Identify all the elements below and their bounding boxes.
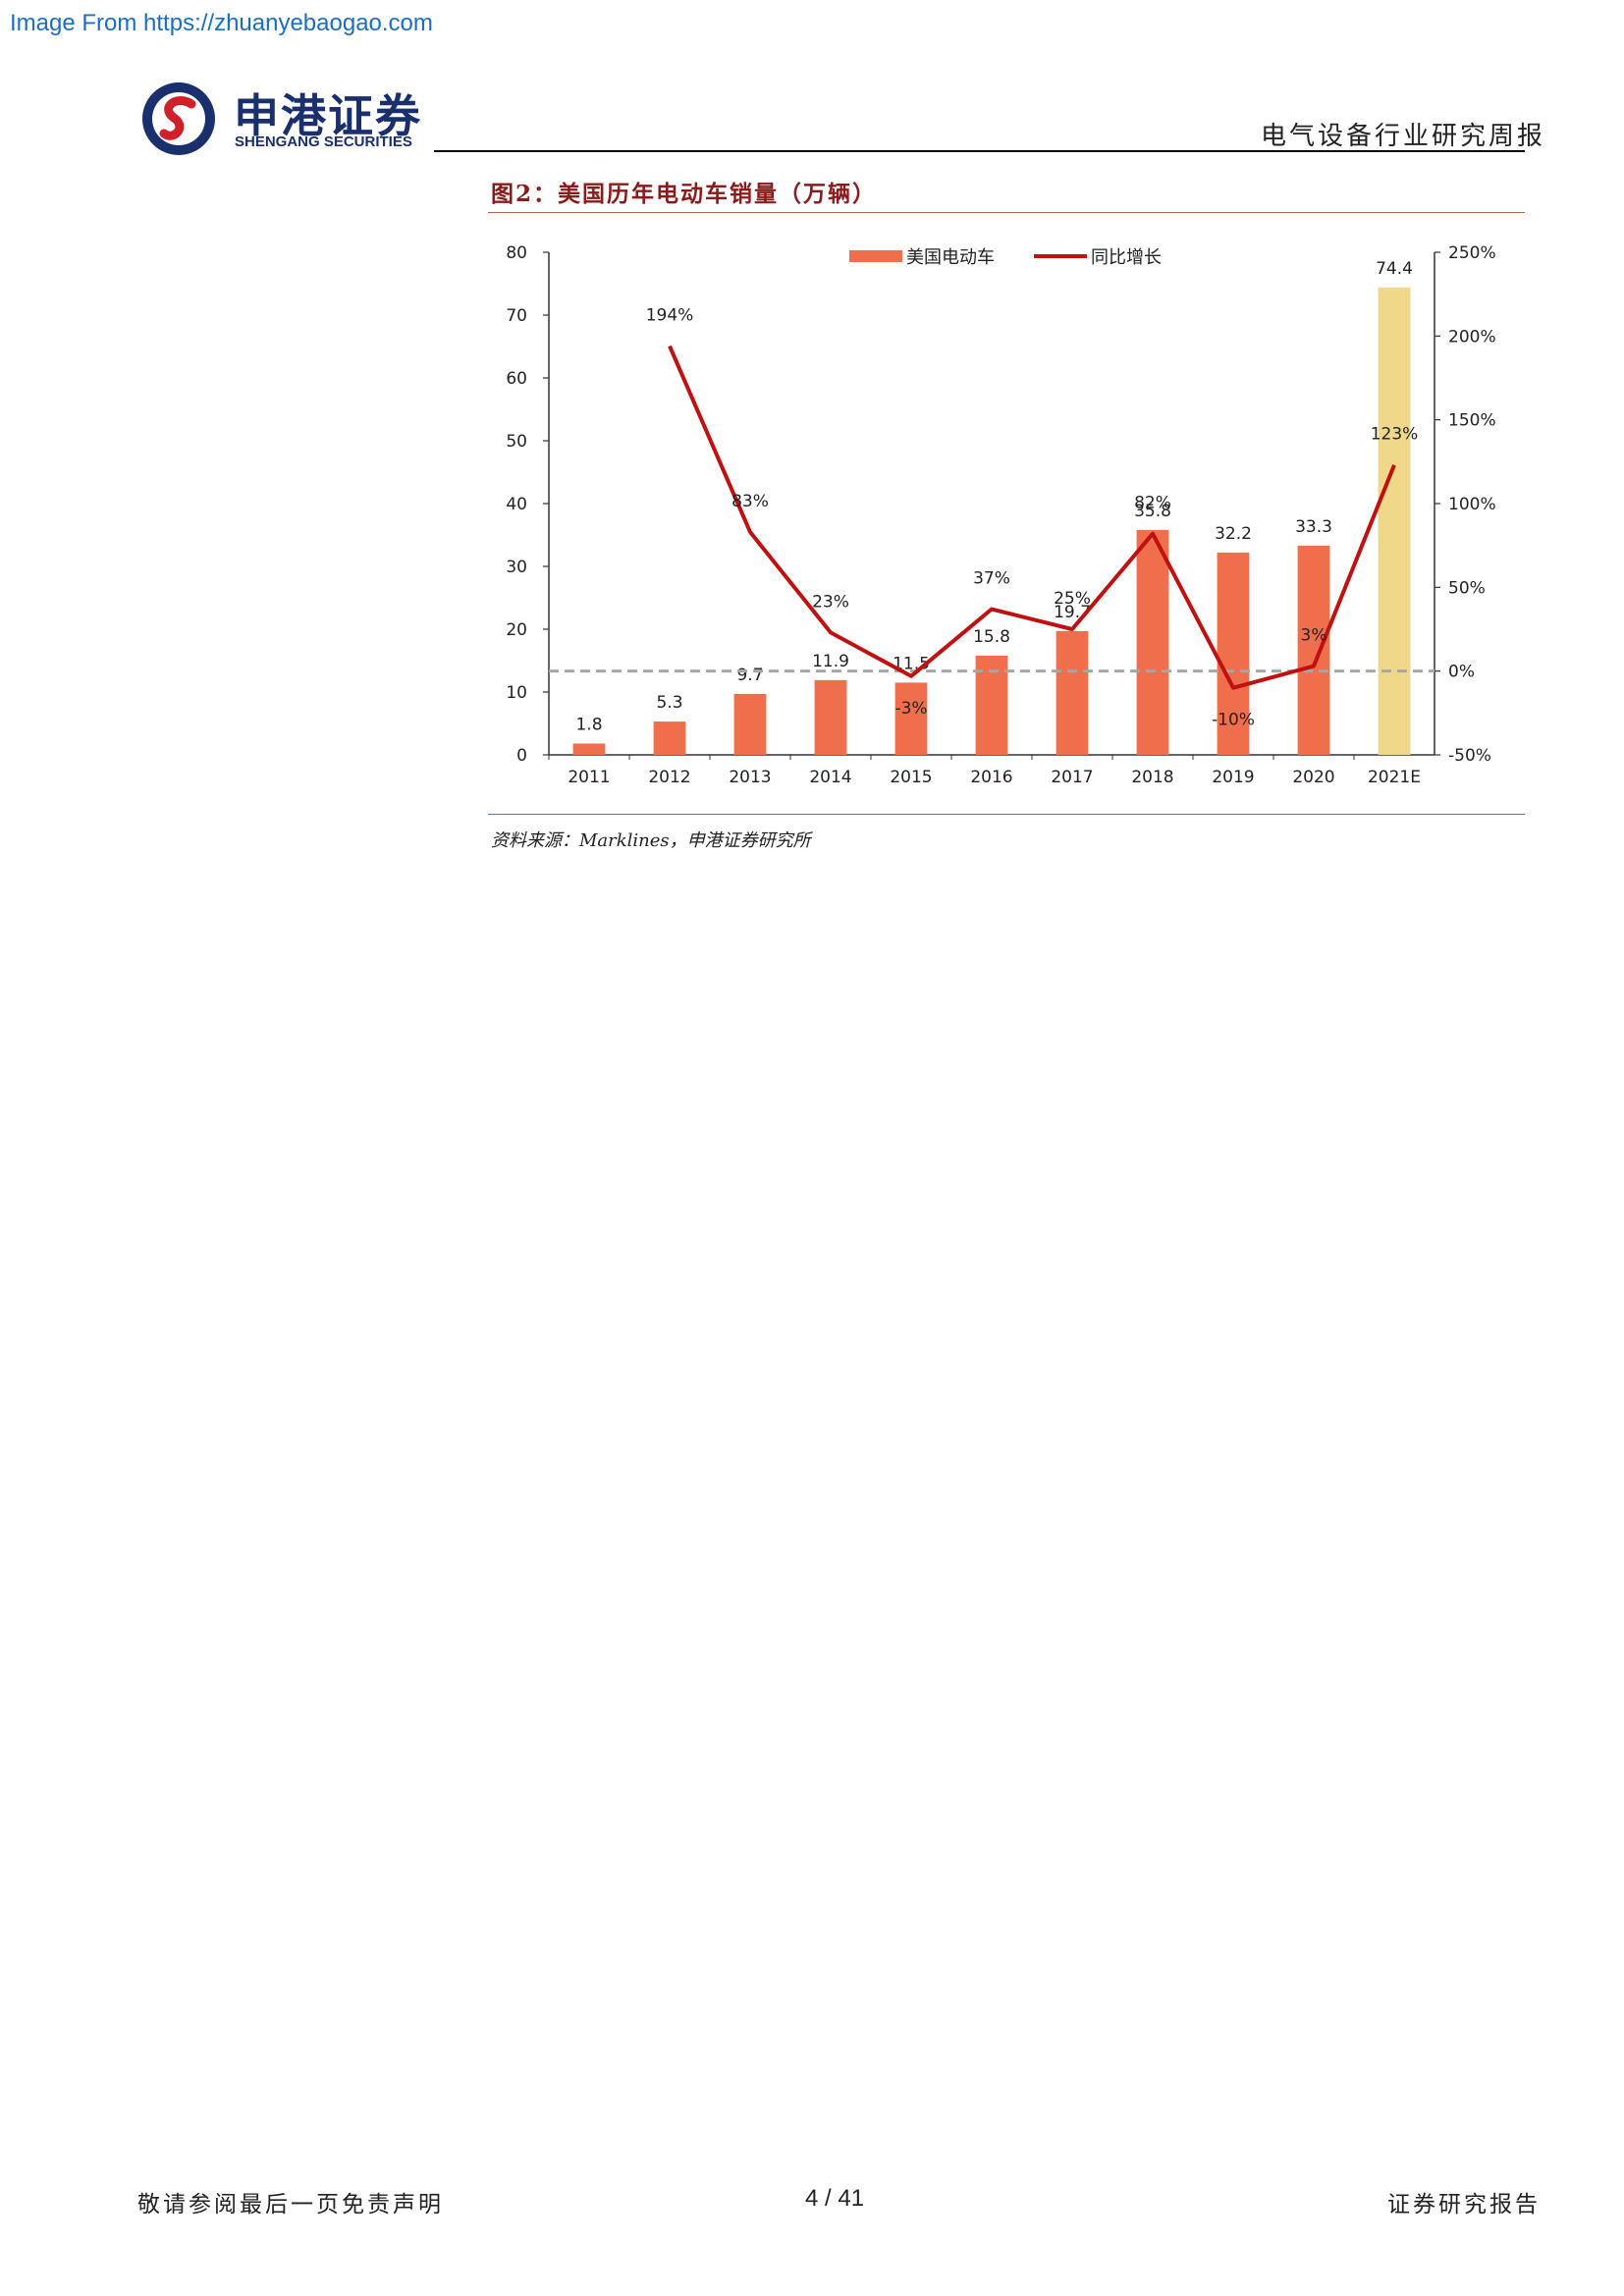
x-tick-label: 2018: [1131, 768, 1173, 787]
bar-2020: [1297, 545, 1330, 755]
growth-value-label: 194%: [646, 306, 694, 326]
figure-source: 资料来源：Marklines，申港证券研究所: [491, 830, 811, 851]
x-tick-label: 2020: [1292, 768, 1334, 787]
company-logo: 申港证券 SHENGANG SECURITIES: [140, 77, 435, 161]
bar-2012: [653, 721, 686, 755]
right-tick-label: 250%: [1448, 243, 1496, 263]
bar-value-label: 15.8: [973, 627, 1010, 647]
bar-value-label: 33.3: [1295, 517, 1332, 537]
right-tick-label: 200%: [1448, 327, 1496, 347]
bar-2019: [1217, 552, 1250, 755]
growth-value-label: -10%: [1212, 711, 1255, 730]
right-tick-label: 0%: [1448, 663, 1475, 682]
left-tick-label: 80: [506, 243, 527, 263]
x-tick-label: 2019: [1212, 768, 1254, 787]
left-tick-label: 20: [506, 620, 527, 640]
x-tick-label: 2011: [568, 768, 610, 787]
growth-value-label: 3%: [1301, 626, 1327, 646]
bar-value-label: 32.2: [1215, 524, 1252, 544]
bar-2014: [814, 679, 847, 755]
ev-sales-chart: 0 10 20 30 40 50 60 70 80 -50% 0% 50% 100% 150% 200% 25…: [506, 243, 1496, 787]
right-tick-label: 100%: [1448, 495, 1496, 514]
watermark-text[interactable]: Image From https://zhuanyebaogao.com: [10, 10, 433, 36]
left-tick-label: 70: [506, 306, 527, 326]
logo-chinese-name: 申港证券: [234, 89, 422, 142]
page-number: 4 / 41: [805, 2185, 865, 2212]
report-category: 电气设备行业研究周报: [1260, 122, 1545, 151]
bar-value-label: 74.4: [1376, 259, 1413, 279]
legend-bar-swatch: [849, 250, 902, 262]
growth-value-label: 82%: [1134, 494, 1171, 513]
shengang-logo-icon: [142, 82, 215, 155]
bar-2013: [733, 693, 767, 755]
x-tick-label: 2012: [648, 768, 690, 787]
right-tick-label: -50%: [1448, 746, 1491, 766]
growth-value-label: -3%: [894, 699, 927, 719]
left-tick-label: 40: [506, 495, 527, 514]
figure-bottom-rule: [488, 814, 1525, 815]
left-tick-label: 60: [506, 369, 527, 389]
bar-value-label: 9.7: [736, 666, 763, 685]
left-tick-label: 30: [506, 558, 527, 577]
x-tick-label: 2021E: [1368, 768, 1421, 787]
legend-line-label: 同比增长: [1091, 247, 1162, 268]
right-tick-label: 50%: [1448, 578, 1486, 598]
figure-title: 图2：美国历年电动车销量（万辆）: [491, 181, 878, 207]
x-tick-label: 2017: [1051, 768, 1093, 787]
growth-value-label: 123%: [1371, 425, 1419, 445]
growth-value-label: 23%: [812, 592, 849, 612]
legend-bar-label: 美国电动车: [906, 247, 995, 268]
bar-value-label: 11.9: [812, 652, 849, 671]
x-tick-label: 2016: [970, 768, 1012, 787]
header-divider: [434, 150, 1525, 152]
footer-report-type: 证券研究报告: [1387, 2192, 1541, 2217]
right-tick-label: 150%: [1448, 411, 1496, 431]
x-tick-label: 2015: [890, 768, 932, 787]
bar-value-label: 35.8: [1134, 502, 1171, 521]
left-tick-label: 0: [516, 746, 527, 766]
bar-2021E: [1378, 287, 1411, 755]
logo-english-name: SHENGANG SECURITIES: [235, 133, 412, 150]
growth-value-label: 83%: [731, 492, 769, 511]
growth-line: [668, 345, 1396, 690]
x-tick-label: 2013: [729, 768, 771, 787]
left-tick-label: 50: [506, 432, 527, 452]
growth-value-label: 25%: [1054, 589, 1091, 609]
bar-2011: [572, 743, 606, 755]
footer-disclaimer: 敬请参阅最后一页免责声明: [137, 2192, 444, 2217]
bar-2015: [894, 682, 928, 755]
bar-2018: [1136, 529, 1169, 755]
growth-value-label: 37%: [973, 569, 1010, 589]
bar-value-label: 5.3: [656, 693, 682, 713]
bar-2017: [1056, 630, 1089, 755]
x-tick-label: 2014: [809, 768, 851, 787]
left-tick-label: 10: [506, 683, 527, 703]
bar-value-label: 1.8: [575, 715, 602, 734]
figure-top-rule: [488, 212, 1525, 213]
